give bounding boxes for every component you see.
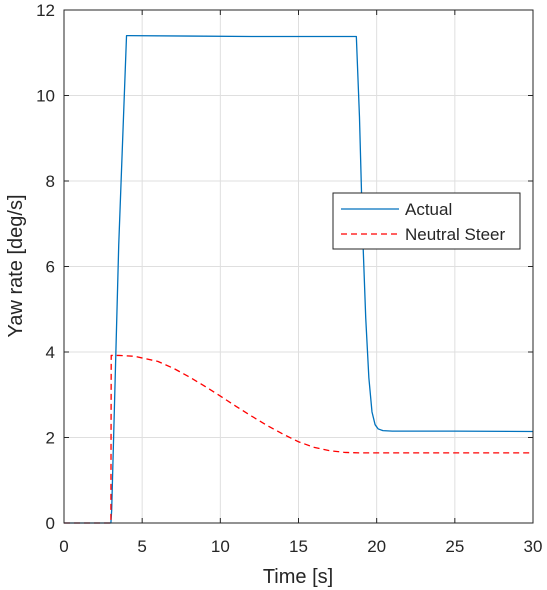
legend: Actual Neutral Steer [333, 193, 520, 249]
y-tick-label: 8 [46, 172, 55, 191]
x-tick-label: 30 [524, 537, 543, 556]
x-tick-label: 5 [137, 537, 146, 556]
y-tick-label: 2 [46, 429, 55, 448]
x-tick-label: 20 [367, 537, 386, 556]
y-tick-label: 0 [46, 514, 55, 533]
y-tick-label: 12 [36, 1, 55, 20]
y-tick-label: 6 [46, 258, 55, 277]
y-tick-labels: 0 2 4 6 8 10 12 [36, 1, 55, 533]
x-tick-label: 10 [211, 537, 230, 556]
legend-label-actual: Actual [405, 200, 452, 219]
x-tick-label: 25 [445, 537, 464, 556]
x-tick-label: 15 [289, 537, 308, 556]
legend-label-neutral-steer: Neutral Steer [405, 225, 505, 244]
y-tick-label: 4 [46, 343, 55, 362]
x-axis-label: Time [s] [263, 566, 333, 588]
y-axis-label: Yaw rate [deg/s] [5, 194, 27, 337]
x-tick-labels: 0 5 10 15 20 25 30 [59, 537, 542, 556]
x-tick-label: 0 [59, 537, 68, 556]
y-tick-label: 10 [36, 87, 55, 106]
